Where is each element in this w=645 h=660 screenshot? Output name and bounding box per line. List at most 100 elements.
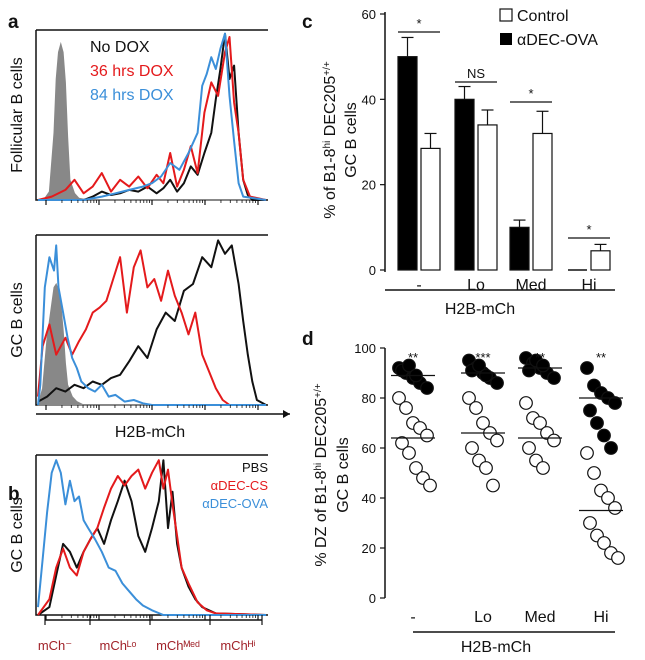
point-adec-ova-1 [479, 368, 493, 383]
ylabel-plus: +/+ [313, 383, 324, 398]
ylabel: % of B1-8hi DEC205+/+ [322, 61, 340, 219]
point-control-3 [597, 536, 611, 550]
y-tick-label: 0 [369, 591, 376, 606]
series-dec-cs [37, 459, 267, 616]
sig-label-2: ** [535, 350, 545, 365]
point-adec-ova-3 [580, 361, 594, 375]
y-tick-label: 60 [362, 7, 376, 22]
point-adec-ova-3 [604, 441, 618, 455]
point-adec-ova-0 [402, 358, 416, 373]
point-control-1 [465, 441, 479, 455]
x-tick-label-1: Lo [467, 277, 485, 294]
bar-control-2 [532, 132, 553, 271]
point-control-3 [580, 446, 594, 460]
point-adec-ova-1 [472, 358, 486, 373]
point-control-0 [402, 446, 416, 460]
point-control-3 [611, 551, 625, 565]
ylabel: GC B cells [9, 497, 26, 573]
point-adec-ova-3 [583, 403, 597, 418]
x-tick-label-3: Hi [593, 609, 608, 626]
histogram-a-top: Follicular B cells No DOX 36 hrs DOX 84 … [9, 29, 268, 205]
series-dec-ova [37, 459, 266, 616]
xlabel: H2B-mCh [115, 424, 185, 441]
point-adec-ova-3 [608, 396, 622, 410]
series-shaded [40, 41, 266, 201]
xlabel: H2B-mCh [461, 639, 531, 656]
ylabel-plus: +/+ [322, 61, 333, 76]
bar-control-1 [477, 124, 498, 271]
legend-adec-ova: αDEC-OVA [517, 32, 598, 49]
y-tick-label: 20 [362, 541, 376, 556]
point-control-0 [423, 478, 437, 493]
series-36-hrs-dox [37, 36, 267, 201]
panel-label-b: b [8, 484, 20, 505]
legend-adec-ova: αDEC-OVA [202, 496, 268, 511]
point-control-2 [519, 396, 533, 410]
point-control-1 [486, 478, 500, 493]
bar-dec-ova-0 [397, 56, 418, 271]
x-tick-label-1: Lo [474, 609, 492, 626]
ylabel: Follicular B cells [9, 57, 26, 173]
point-control-3 [601, 491, 615, 505]
y-tick-label: 20 [362, 178, 376, 193]
ylabel: % DZ of B1-8hi DEC205+/+ [313, 383, 331, 566]
x-tick-label-2: Med [524, 609, 555, 626]
point-adec-ova-2 [547, 371, 561, 385]
point-control-1 [469, 401, 483, 415]
histogram-a-bottom: GC B cells H2B-mCh [9, 234, 290, 441]
ylabel-dec: DEC205 [322, 76, 339, 141]
panel-label-d: d [302, 329, 314, 350]
sig-label-3: ** [596, 350, 606, 365]
legend-36hrs: 36 hrs DOX [90, 63, 174, 80]
x-tick-label-3: Hi [581, 277, 596, 294]
sig-label-1: NS [467, 66, 485, 81]
bar-control-0 [420, 147, 441, 271]
ylabel: GC B cells [9, 282, 26, 358]
point-control-3 [583, 516, 597, 530]
y-tick-label: 40 [362, 491, 376, 506]
ylabel-dec: DEC205 [313, 398, 330, 463]
legend-adec-cs: αDEC-CS [211, 478, 269, 493]
y-tick-label: 80 [362, 391, 376, 406]
gate-label-3: mChᴴⁱ [220, 638, 255, 653]
point-adec-ova-3 [597, 428, 611, 443]
panel-label-a: a [8, 12, 19, 33]
series-no-dox [37, 239, 267, 406]
series-36-hrs-dox [37, 249, 266, 406]
legend-swatch-control [499, 8, 513, 22]
gate-label-1: mChᴸᵒ [100, 638, 137, 653]
panel-label-c: c [302, 12, 313, 33]
sig-label-2: * [528, 86, 533, 101]
series-84-hrs-dox [38, 32, 267, 201]
ylabel-line2: GC B cells [335, 437, 352, 513]
axis-frame [35, 235, 268, 406]
x-arrow-head [283, 410, 290, 418]
point-control-0 [420, 428, 434, 443]
sig-label-1: *** [475, 350, 490, 365]
series-84-hrs-dox [37, 244, 266, 406]
series-pbs [37, 459, 267, 616]
point-adec-ova-1 [490, 376, 504, 390]
point-control-0 [409, 461, 423, 475]
point-control-2 [522, 441, 536, 455]
point-control-1 [490, 433, 504, 448]
gate-label-2: mChᴹᵉᵈ [156, 638, 200, 653]
point-control-1 [462, 391, 476, 405]
ylabel-hi: hi [313, 463, 324, 471]
legend-control: Control [517, 8, 569, 25]
ylabel-prefix: % DZ of B1-8 [313, 470, 330, 566]
axis-frame [35, 30, 268, 201]
point-adec-ova-2 [536, 358, 550, 373]
ylabel-line2: GC B cells [343, 102, 360, 178]
point-control-0 [395, 436, 409, 450]
legend-swatch-adec-ova [500, 33, 512, 45]
point-control-1 [476, 416, 490, 430]
point-control-1 [479, 461, 493, 475]
y-tick-label: 40 [362, 92, 376, 107]
ylabel-hi: hi [322, 141, 333, 149]
point-control-0 [399, 401, 413, 415]
histogram-b: mCh⁻ mChᴸᵒ mChᴹᵉᵈ mChᴴⁱ GC B cells PBS αDEC… [9, 454, 269, 653]
gate-label-0: mCh⁻ [38, 638, 72, 653]
